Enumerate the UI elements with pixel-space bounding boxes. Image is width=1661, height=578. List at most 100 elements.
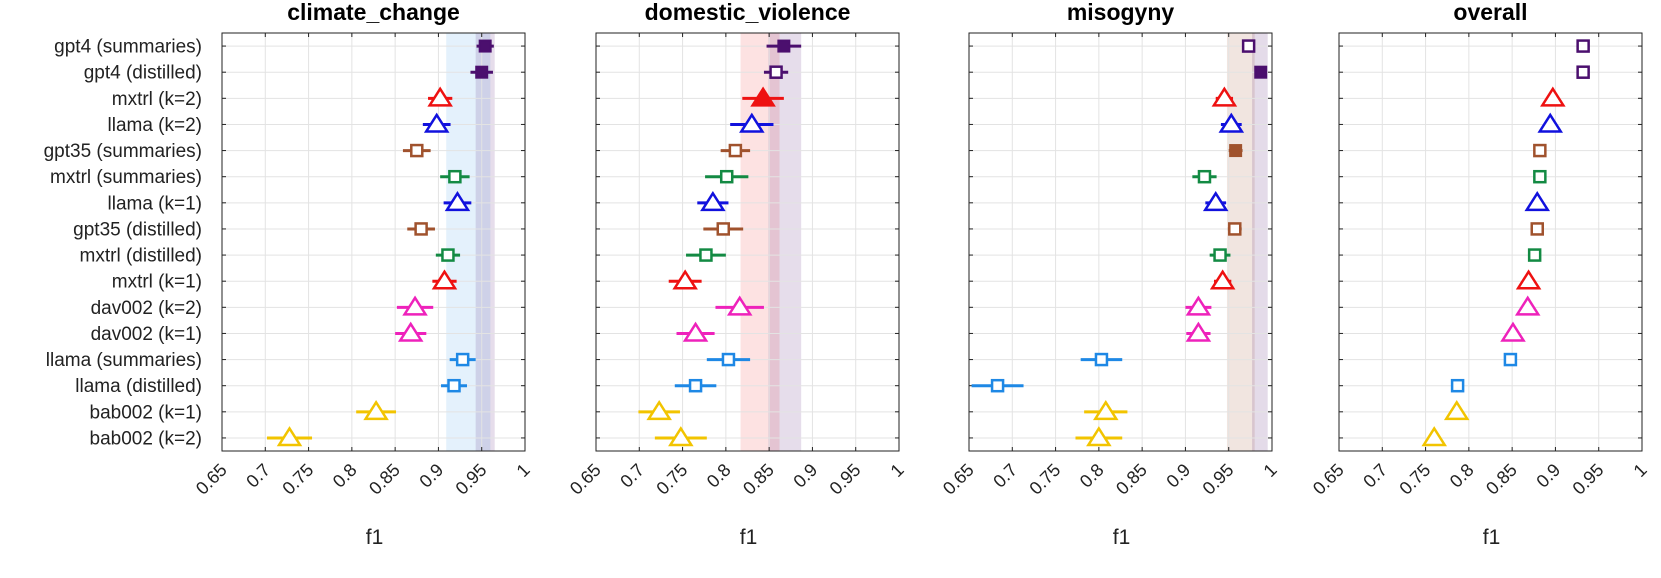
x-tick-label: 0.9 — [789, 460, 821, 492]
data-point — [1530, 222, 1544, 236]
x-tick-label: 1 — [1630, 460, 1651, 481]
x-tick-label: 0.75 — [652, 460, 691, 499]
data-point — [1527, 248, 1542, 262]
reference-band — [1252, 33, 1268, 451]
x-tick-label: 0.65 — [192, 460, 231, 499]
y-tick-label: mxtrl (summaries) — [50, 167, 202, 188]
data-point — [1209, 269, 1236, 290]
panel-climate_change: climate_change 0.65 0.7 0.75 0.8 0.85 0.9 0.95 1… — [44, 0, 534, 549]
x-tick-label: 0.9 — [1532, 460, 1564, 492]
x-tick-label: 0.8 — [329, 460, 361, 492]
y-tick-label: gpt4 (distilled) — [84, 63, 202, 84]
data-point — [1185, 321, 1212, 342]
data-point — [646, 399, 672, 421]
x-tick-label: 1 — [887, 460, 908, 481]
x-tick-label: 1 — [1260, 460, 1281, 481]
y-tick-label: bab002 (k=2) — [90, 428, 203, 449]
x-axis-label: f1 — [366, 526, 384, 549]
data-point — [1450, 378, 1465, 393]
data-point — [410, 143, 424, 158]
data-point — [1500, 321, 1526, 342]
x-tick-label: 0.95 — [826, 460, 865, 499]
y-tick-label: mxtrl (k=2) — [112, 89, 202, 110]
data-point — [990, 378, 1005, 393]
x-tick-label: 0.85 — [1112, 460, 1151, 499]
data-point — [1443, 399, 1470, 421]
data-point — [431, 269, 458, 290]
data-point — [769, 65, 783, 79]
data-point — [1185, 295, 1212, 316]
x-tick-label: 0.8 — [703, 460, 735, 492]
data-point — [1537, 112, 1564, 133]
reference-band — [1226, 33, 1255, 451]
axes-box — [968, 32, 1273, 452]
data-point — [1540, 86, 1566, 107]
y-tick-label: mxtrl (distilled) — [80, 246, 202, 267]
data-point — [441, 248, 455, 262]
data-point — [719, 169, 734, 184]
y-tick-label: gpt35 (summaries) — [44, 141, 202, 162]
y-tick-label: dav002 (k=2) — [91, 298, 202, 319]
data-point — [777, 39, 791, 53]
x-tick-label: 0.9 — [415, 460, 447, 492]
data-point — [699, 248, 713, 262]
data-point — [672, 269, 698, 290]
y-tick-label: dav002 (k=1) — [91, 324, 202, 345]
data-point — [682, 321, 709, 342]
data-point — [1524, 190, 1551, 212]
y-tick-label: mxtrl (k=1) — [112, 272, 202, 293]
x-tick-label: 0.7 — [616, 460, 648, 492]
panel-domestic_violence: domestic_violence 0.65 0.7 0.75 0.8 0.85 0.9 0.… — [566, 0, 908, 549]
y-tick-label: llama (distilled) — [75, 376, 202, 397]
panel-misogyny: misogyny 0.65 0.7 0.75 0.8 0.85 0.9 0.95 1 f1 — [939, 0, 1281, 549]
data-point — [1241, 39, 1256, 53]
reference-band — [768, 33, 802, 451]
data-point — [716, 222, 731, 236]
data-point — [455, 352, 470, 367]
data-point — [1576, 65, 1590, 79]
y-tick-label: bab002 (k=1) — [90, 402, 203, 423]
x-tick-label: 0.75 — [1395, 460, 1434, 499]
data-point — [397, 321, 424, 342]
reference-band — [475, 33, 495, 451]
x-tick-label: 0.75 — [278, 460, 317, 499]
data-point — [478, 39, 492, 53]
x-tick-label: 0.7 — [242, 460, 274, 492]
panel-title: domestic_violence — [645, 0, 851, 25]
data-point — [739, 112, 765, 133]
data-point — [1254, 65, 1268, 79]
x-tick-label: 0.8 — [1446, 460, 1478, 492]
data-point — [726, 295, 753, 316]
data-point — [1533, 169, 1547, 184]
x-tick-label: 0.95 — [452, 460, 491, 499]
data-point — [1093, 399, 1119, 421]
x-tick-label: 0.65 — [939, 460, 978, 499]
y-tick-label: llama (k=1) — [108, 193, 203, 214]
data-point — [1218, 112, 1245, 133]
x-axis-label: f1 — [740, 526, 758, 549]
data-point — [1213, 248, 1227, 262]
x-tick-label: 0.85 — [739, 460, 778, 499]
panel-title: overall — [1453, 0, 1527, 25]
panel-title: climate_change — [287, 0, 460, 25]
data-point — [276, 426, 303, 447]
x-axis-label: f1 — [1483, 526, 1501, 549]
data-point — [1086, 426, 1112, 447]
axes-box — [595, 32, 900, 452]
data-point — [1211, 86, 1238, 107]
axes-box — [221, 32, 526, 452]
data-point — [721, 352, 736, 367]
data-point — [1421, 426, 1448, 447]
y-tick-label: gpt4 (summaries) — [54, 37, 202, 58]
panel-overall: overall 0.65 0.7 0.75 0.8 0.85 0.9 0.95 1 f1 — [1309, 0, 1651, 549]
data-point — [1503, 352, 1518, 367]
x-tick-label: 0.95 — [1199, 460, 1238, 499]
x-tick-label: 0.85 — [1482, 460, 1521, 499]
data-point — [1229, 144, 1243, 158]
axes-box — [1338, 32, 1643, 452]
data-point — [1197, 169, 1212, 184]
data-point — [427, 86, 453, 107]
x-axis-label: f1 — [1113, 526, 1131, 549]
data-point — [750, 86, 776, 107]
